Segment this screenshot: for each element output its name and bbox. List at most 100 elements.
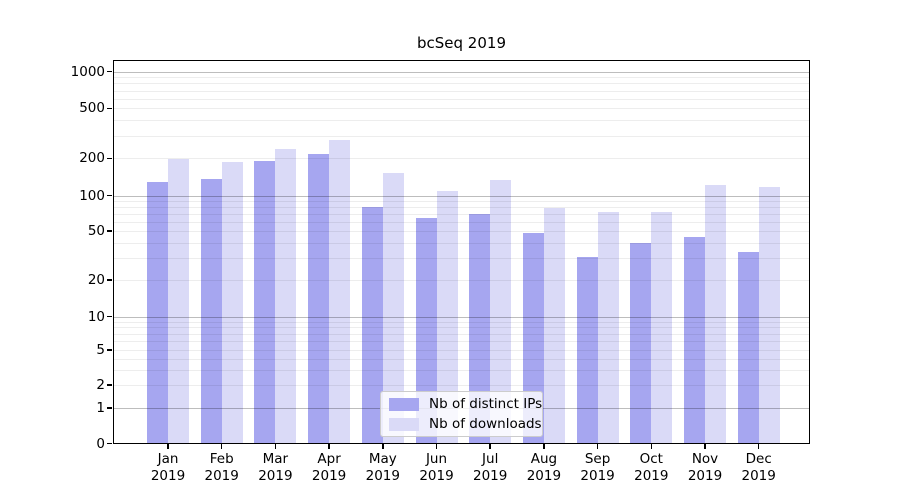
gridline-minor	[113, 333, 810, 335]
month-label: Apr	[317, 450, 341, 467]
y-tick-label: 50	[87, 223, 105, 239]
bar-downloads-jul	[490, 180, 512, 444]
year-label: 2019	[634, 467, 669, 484]
bar-downloads-oct	[651, 212, 673, 444]
bar-downloads-dec	[758, 187, 780, 444]
downloads-swatch-icon	[389, 417, 419, 431]
y-tick-label: 10	[87, 308, 105, 325]
month-label: Feb	[209, 450, 234, 467]
x-tick-label-jan: Jan 2019	[140, 451, 196, 485]
bar-ips-nov	[684, 236, 705, 444]
month-label: Jan	[157, 450, 179, 467]
bar-ips-may	[361, 207, 383, 444]
month-label: Dec	[745, 450, 772, 467]
x-tick	[274, 443, 277, 449]
x-tick-label-feb: Feb 2019	[194, 451, 250, 485]
gridline-major	[113, 316, 810, 318]
legend-row-distinct-ips: Nb of distinct IPs	[389, 397, 542, 411]
bar-ips-mar	[254, 160, 276, 444]
y-tick-label: 1000	[70, 63, 105, 80]
year-label: 2019	[741, 467, 776, 484]
y-tick	[107, 384, 112, 386]
x-tick	[435, 443, 438, 449]
bar-ips-dec	[737, 251, 759, 444]
gridline-minor	[113, 327, 810, 329]
bar-downloads-nov	[705, 184, 726, 444]
gridline-minor	[113, 385, 810, 386]
x-tick-label-sep: Sep 2019	[570, 451, 626, 485]
gridline-minor	[113, 280, 810, 281]
bar-downloads-sep	[597, 211, 619, 444]
gridline-minor	[113, 90, 810, 92]
bar-downloads-feb	[221, 161, 243, 444]
y-tick	[107, 442, 112, 445]
month-label: Mar	[262, 450, 289, 467]
y-tick-label: 20	[87, 272, 105, 288]
bar-downloads-mar	[275, 149, 297, 444]
month-label: Oct	[639, 450, 663, 467]
y-tick-label: 100	[79, 187, 105, 204]
y-tick	[107, 107, 112, 110]
legend-label-distinct-ips: Nb of distinct IPs	[429, 396, 543, 412]
gridline-minor	[113, 201, 810, 203]
gridline-minor	[113, 98, 810, 100]
bar-ips-jul	[469, 213, 491, 444]
y-tick-label: 500	[79, 100, 105, 117]
x-tick	[704, 443, 706, 449]
x-tick-label-may: May 2019	[355, 451, 411, 485]
bar-downloads-jan	[168, 158, 189, 444]
month-label: May	[368, 450, 397, 467]
y-tick	[107, 230, 112, 232]
gridline-minor	[113, 120, 810, 122]
x-tick-label-mar: Mar 2019	[247, 451, 303, 485]
bar-downloads-apr	[329, 139, 351, 444]
year-label: 2019	[687, 467, 723, 484]
distinct-ips-swatch-icon	[389, 397, 419, 411]
x-tick	[382, 443, 384, 449]
legend: Nb of distinct IPs Nb of downloads	[380, 391, 543, 437]
gridline-minor	[113, 358, 810, 360]
y-tick	[107, 407, 112, 409]
y-tick-label: 2	[96, 377, 105, 393]
gridline-minor	[113, 213, 810, 215]
year-label: 2019	[419, 467, 454, 484]
x-tick	[543, 443, 545, 449]
gridline-minor	[113, 350, 810, 351]
y-tick	[107, 194, 112, 197]
year-label: 2019	[526, 467, 562, 484]
year-label: 2019	[258, 467, 293, 484]
y-tick	[107, 157, 112, 160]
x-tick	[167, 443, 169, 449]
legend-row-downloads: Nb of downloads	[389, 417, 542, 431]
year-label: 2019	[473, 467, 508, 484]
month-label: Sep	[584, 450, 611, 467]
bar-downloads-aug	[543, 207, 565, 444]
x-tick	[596, 443, 599, 449]
gridline-minor	[113, 242, 810, 244]
x-tick-label-nov: Nov 2019	[677, 451, 733, 485]
gridline-minor	[113, 258, 810, 260]
gridline-major	[113, 71, 810, 73]
gridline-minor	[113, 83, 810, 85]
y-tick	[107, 70, 112, 73]
x-tick-label-oct: Oct 2019	[623, 451, 679, 485]
gridline-minor	[113, 136, 810, 138]
x-tick	[220, 443, 223, 449]
bar-ips-aug	[522, 233, 544, 444]
x-tick	[489, 443, 491, 449]
gridline-minor	[113, 158, 810, 160]
gridline-minor	[113, 221, 810, 223]
bar-ips-apr	[308, 153, 330, 444]
x-tick-label-dec: Dec 2019	[731, 451, 787, 485]
gridline-minor	[113, 231, 810, 232]
gridline-minor	[113, 77, 810, 79]
year-label: 2019	[204, 467, 239, 484]
y-tick	[107, 349, 112, 351]
x-tick	[757, 443, 760, 449]
gridline-minor	[113, 207, 810, 209]
gridline-minor	[113, 321, 810, 323]
x-tick	[650, 443, 653, 449]
year-label: 2019	[580, 467, 615, 484]
y-tick	[107, 279, 112, 281]
